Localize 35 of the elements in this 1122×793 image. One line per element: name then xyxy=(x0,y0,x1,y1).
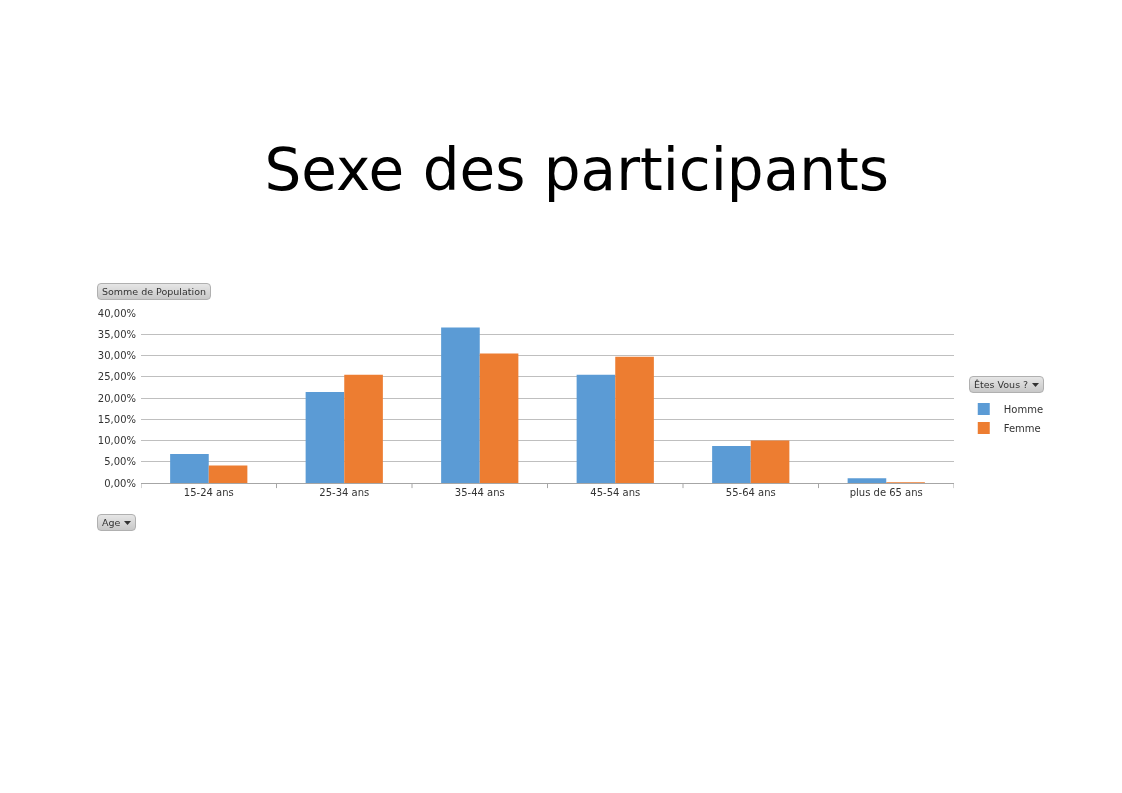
y-tick-label: 40,00% xyxy=(97,307,136,319)
bar xyxy=(305,392,345,483)
x-tick-label: plus de 65 ans xyxy=(849,487,923,498)
legend-label: Homme xyxy=(1003,404,1044,415)
x-tick-label: 25-34 ans xyxy=(319,487,370,498)
bar xyxy=(170,454,209,483)
button: Age xyxy=(97,514,137,531)
bar xyxy=(712,446,751,483)
x-axis-title: Age xyxy=(102,517,121,528)
legend-label: Femme xyxy=(1003,423,1041,434)
x-tick-label: 35-44 ans xyxy=(454,487,505,498)
x-tick-label: 55-64 ans xyxy=(725,487,776,498)
bar xyxy=(208,465,248,483)
bar xyxy=(750,440,790,483)
bar xyxy=(847,478,887,483)
y-tick-label: 15,00% xyxy=(97,413,136,425)
bar xyxy=(479,353,519,483)
y-tick-label: 30,00% xyxy=(97,350,136,361)
bar xyxy=(344,374,383,483)
legend-title: Êtes Vous ? xyxy=(974,379,1029,390)
button: Somme de Population xyxy=(97,283,212,300)
y-tick-label: 35,00% xyxy=(97,328,136,340)
x-tick-label: 15-24 ans xyxy=(183,487,234,498)
bar xyxy=(441,327,480,483)
button: Êtes Vous ? xyxy=(969,376,1045,393)
bar xyxy=(576,374,616,483)
y-tick-label: 10,00% xyxy=(97,435,136,446)
x-tick-label: 45-54 ans xyxy=(590,487,641,498)
y-tick-label: 20,00% xyxy=(97,392,136,404)
y-tick-label: 5,00% xyxy=(104,456,136,468)
bar xyxy=(615,356,654,483)
chart-title: Sexe des participants xyxy=(264,136,889,205)
y-tick-label: 0,00% xyxy=(104,477,136,489)
y-axis-title: Somme de Population xyxy=(102,286,207,297)
y-tick-label: 25,00% xyxy=(97,371,136,383)
